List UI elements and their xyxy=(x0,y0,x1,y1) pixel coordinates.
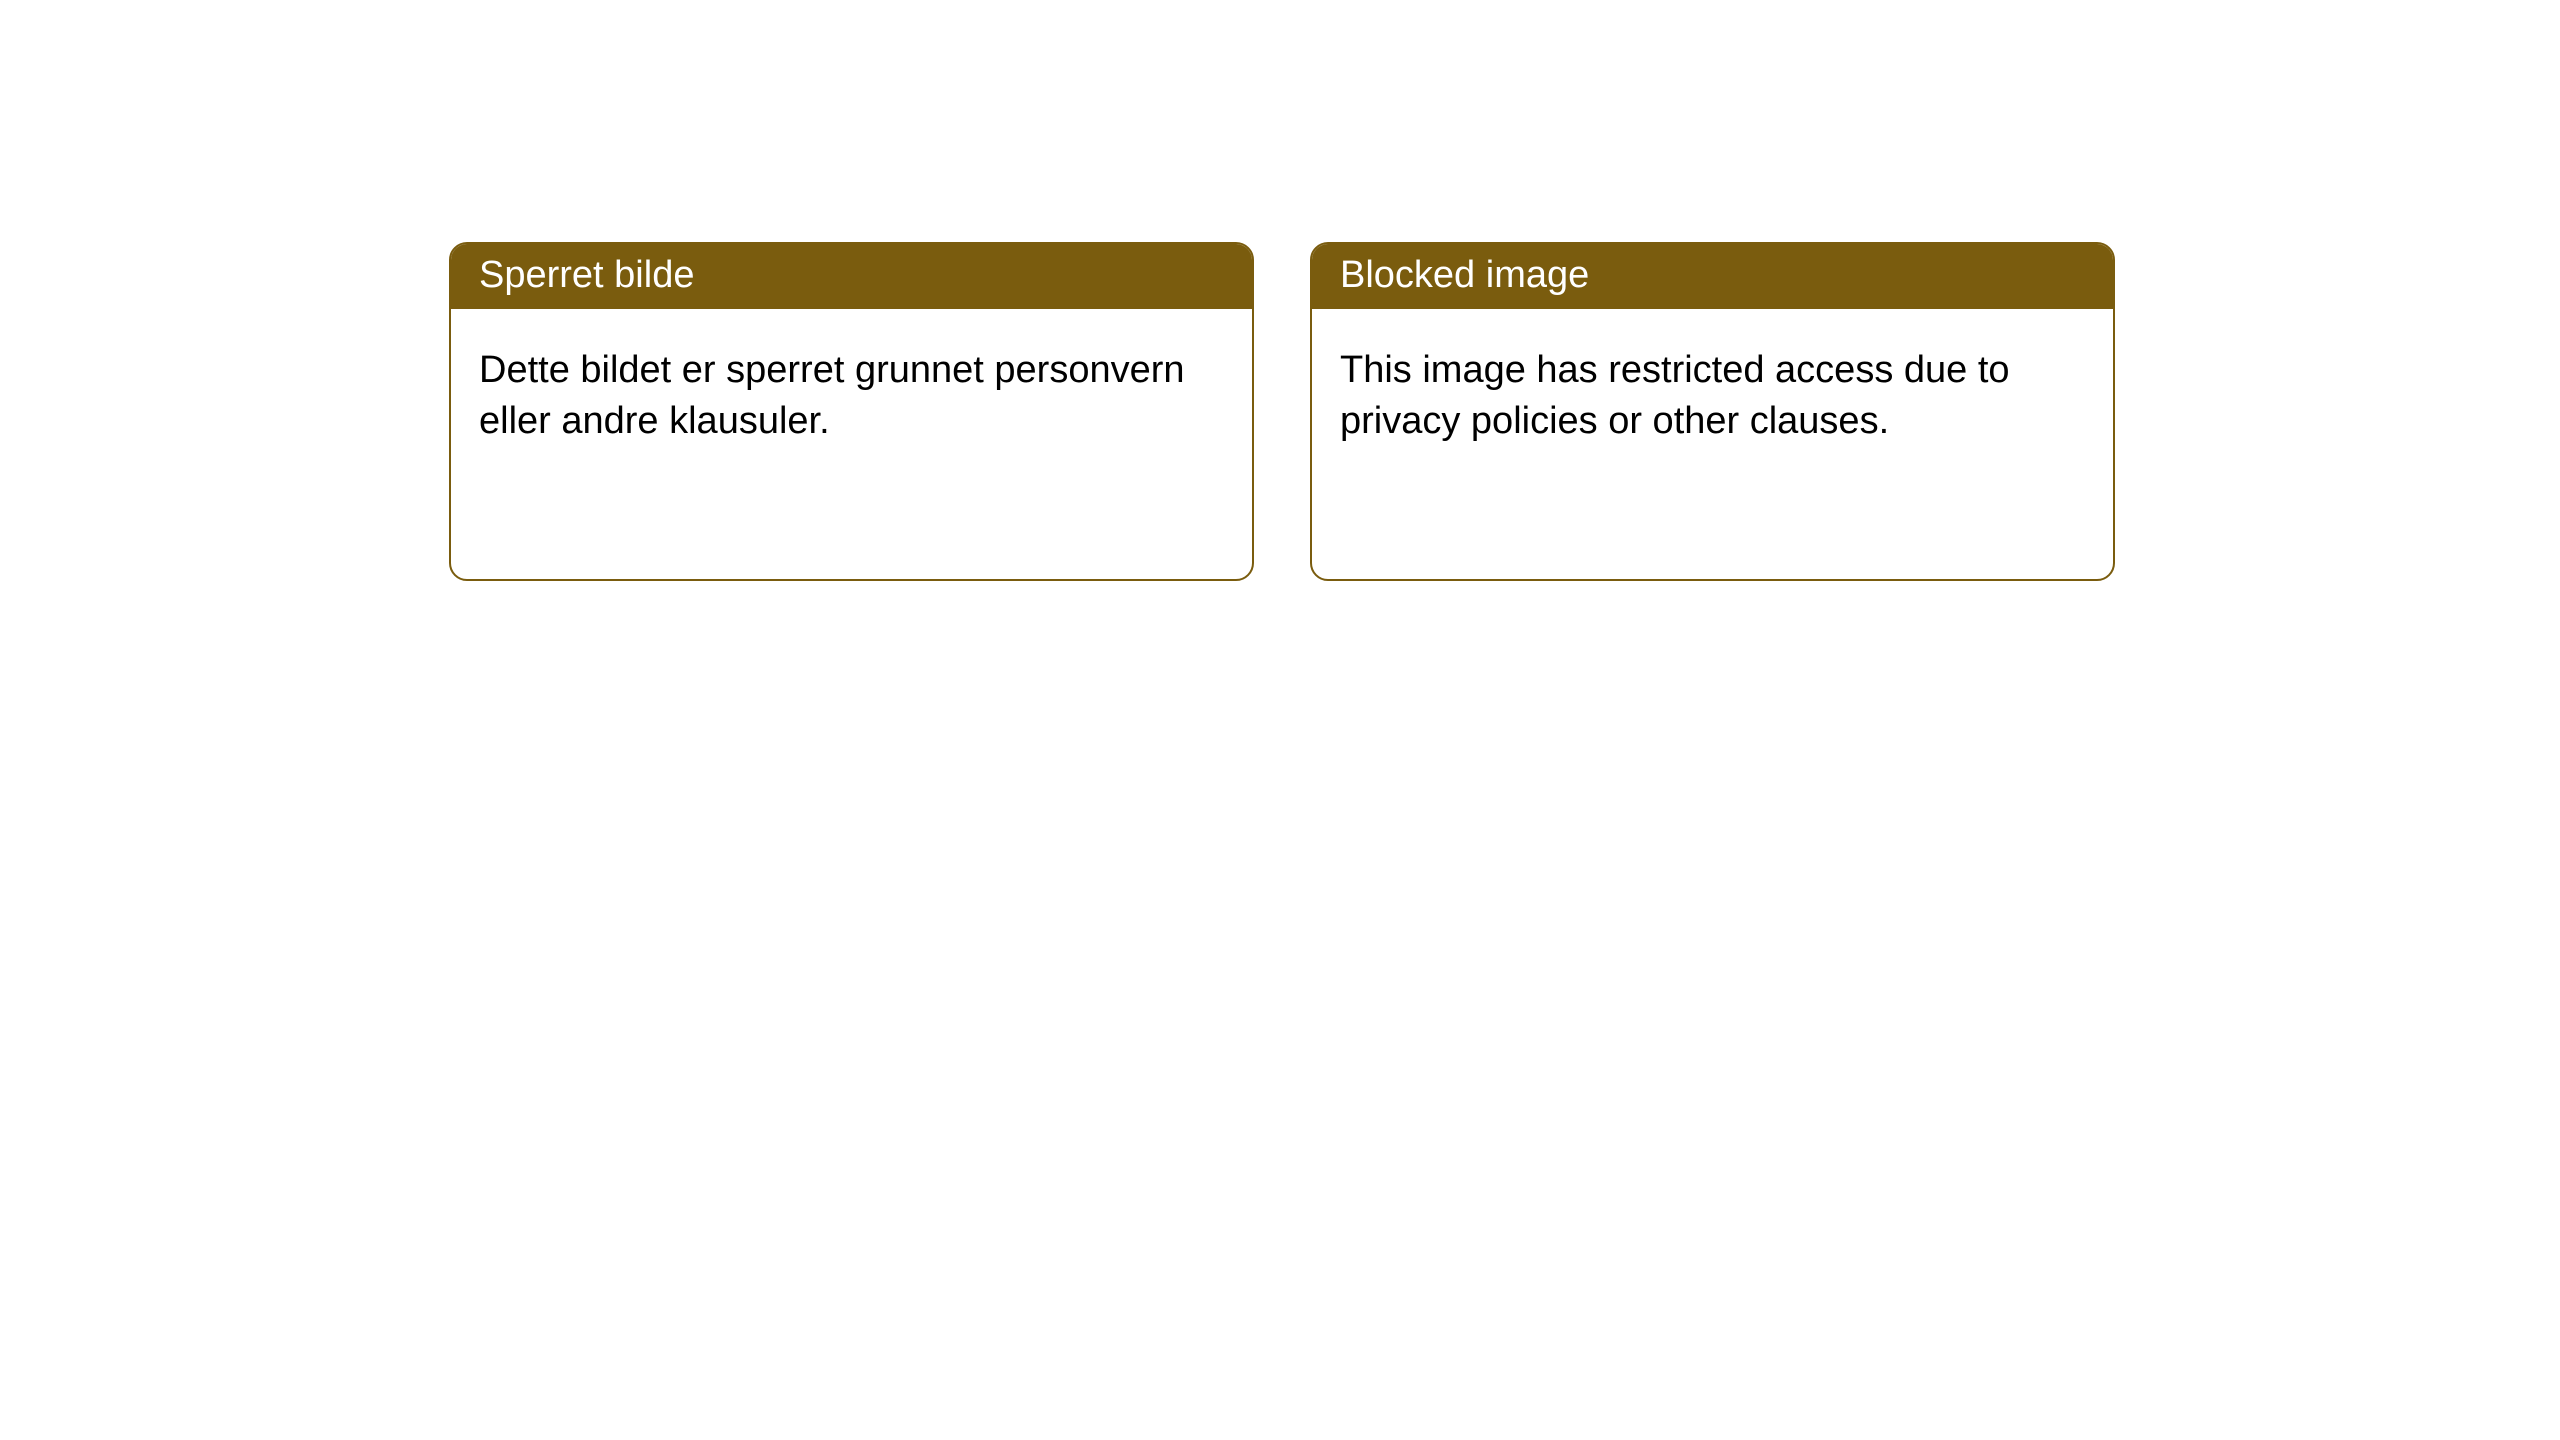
card-title: Blocked image xyxy=(1340,254,1589,296)
card-header: Sperret bilde xyxy=(451,244,1252,309)
notice-card-norwegian: Sperret bilde Dette bildet er sperret gr… xyxy=(449,242,1254,581)
notice-container: Sperret bilde Dette bildet er sperret gr… xyxy=(0,0,2560,581)
card-message: Dette bildet er sperret grunnet personve… xyxy=(479,345,1224,448)
card-title: Sperret bilde xyxy=(479,254,694,296)
card-header: Blocked image xyxy=(1312,244,2113,309)
card-body: This image has restricted access due to … xyxy=(1312,309,2113,579)
card-body: Dette bildet er sperret grunnet personve… xyxy=(451,309,1252,579)
notice-card-english: Blocked image This image has restricted … xyxy=(1310,242,2115,581)
card-message: This image has restricted access due to … xyxy=(1340,345,2085,448)
